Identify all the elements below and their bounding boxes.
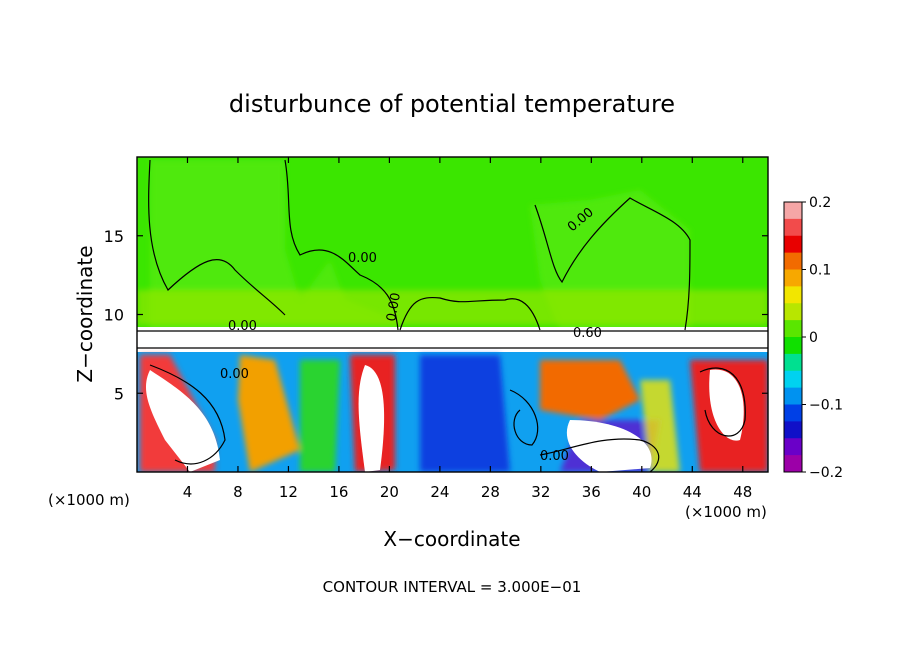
colorbar-swatch <box>784 455 802 473</box>
contour-label: 0.00 <box>228 319 257 334</box>
upper-region-light <box>150 160 400 330</box>
contour-line-lower-3 <box>539 438 660 472</box>
colorbar-swatch <box>784 286 802 304</box>
chart-title: disturbunce of potential temperature <box>229 90 675 118</box>
contour-label: 0.00 <box>348 251 377 266</box>
colorbar-swatch <box>784 320 802 338</box>
colorbar: 0.2 0.1 0 −0.1 −0.2 <box>783 195 843 481</box>
colorbar-tick-label: 0 <box>809 330 818 346</box>
colorbar-swatch <box>784 353 802 372</box>
colorbar-swatch <box>784 303 802 321</box>
y-tick-label: 5 <box>114 384 124 403</box>
y-axis-label: Z−coordinate <box>73 245 97 382</box>
colorbar-tick-label: −0.1 <box>809 398 843 414</box>
plot-area: 0.00 0.00 0.00 0.00 0.60 0.00 0.00 <box>137 157 768 472</box>
x-tick-label: 48 <box>733 483 752 501</box>
x-unit-label: (×1000 m) <box>685 503 767 521</box>
colorbar-swatch <box>784 404 802 422</box>
x-tick-label: 28 <box>481 483 500 501</box>
contour-line-upper-3 <box>534 197 691 331</box>
x-tick-label: 40 <box>632 483 651 501</box>
x-tick-label: 20 <box>380 483 399 501</box>
upper-field-shading <box>137 160 768 330</box>
y-axis: 5 10 15 <box>104 227 768 403</box>
contour-labels: 0.00 0.00 0.00 0.00 0.60 0.00 0.00 <box>220 205 602 464</box>
colorbar-swatch <box>784 421 802 439</box>
x-axis-label: X−coordinate <box>383 527 520 551</box>
contour-line-tropopause <box>137 330 768 349</box>
x-tick-label: 4 <box>183 483 193 501</box>
colorbar-swatch <box>784 337 802 355</box>
white-plume-4 <box>709 369 744 441</box>
colorbar-swatch <box>784 218 802 237</box>
x-tick-label: 16 <box>329 483 348 501</box>
contour-line-lower-2 <box>509 389 539 446</box>
colorbar-tick-label: −0.2 <box>809 465 843 481</box>
x-tick-label: 36 <box>582 483 601 501</box>
white-plume-1 <box>145 370 220 472</box>
contour-label: 0.00 <box>220 367 249 382</box>
colorbar-swatch <box>784 235 802 254</box>
colorbar-tick-label: 0.1 <box>809 263 831 279</box>
y-tick-label: 15 <box>104 227 124 246</box>
colorbar-swatch <box>784 387 802 405</box>
contour-label: 0.60 <box>573 326 602 341</box>
y-tick-label: 10 <box>104 306 124 325</box>
x-tick-label: 24 <box>430 483 449 501</box>
colorbar-swatch <box>784 252 802 270</box>
green-transition-1 <box>300 360 340 472</box>
z-unit-label: (×1000 m) <box>48 491 130 509</box>
colorbar-swatch <box>784 269 802 287</box>
contour-label: 0.00 <box>384 292 404 323</box>
x-tick-label: 44 <box>683 483 702 501</box>
contour-label: 0.00 <box>540 449 569 464</box>
cool-region-1 <box>420 355 510 472</box>
x-tick-label: 12 <box>279 483 298 501</box>
x-axis: 4 8 12 16 20 24 28 32 36 40 44 48 <box>183 157 752 501</box>
contour-line-lower-1 <box>149 364 226 465</box>
colorbar-swatch <box>784 202 802 220</box>
warm-plume-4 <box>540 360 640 420</box>
white-plume-2 <box>358 365 385 472</box>
contour-line-upper-1 <box>284 159 399 331</box>
contour-line-upper-2 <box>148 159 286 316</box>
white-plume-3 <box>566 420 652 472</box>
contour-line-upper-4 <box>399 296 541 331</box>
contour-interval-text: CONTOUR INTERVAL = 3.000E−01 <box>323 578 582 596</box>
colorbar-swatch <box>784 438 802 456</box>
colorbar-tick-label: 0.2 <box>809 195 831 211</box>
colorbar-swatch <box>784 370 802 389</box>
x-tick-label: 32 <box>531 483 550 501</box>
white-plumes <box>145 365 744 472</box>
warm-plume-2 <box>238 355 300 472</box>
contour-line-lower-4 <box>699 367 746 437</box>
green-transition-2 <box>640 380 680 472</box>
x-tick-label: 8 <box>233 483 243 501</box>
tropopause-yellow-band <box>137 290 768 325</box>
contour-lines <box>137 159 768 472</box>
